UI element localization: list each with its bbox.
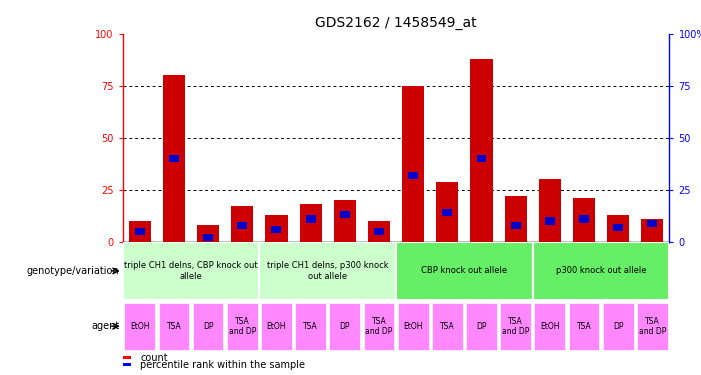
Text: agent: agent xyxy=(91,321,119,331)
Bar xyxy=(545,217,555,225)
Text: DP: DP xyxy=(339,322,350,331)
Text: p300 knock out allele: p300 knock out allele xyxy=(556,266,646,275)
Bar xyxy=(466,303,497,350)
Bar xyxy=(158,303,189,350)
Text: TSA
and DP: TSA and DP xyxy=(639,316,666,336)
Text: TSA
and DP: TSA and DP xyxy=(502,316,529,336)
Bar xyxy=(408,172,418,179)
Bar xyxy=(641,219,663,242)
Text: DP: DP xyxy=(203,322,213,331)
Bar xyxy=(306,215,315,223)
Bar xyxy=(261,303,292,350)
Bar xyxy=(266,215,287,242)
Bar xyxy=(470,59,493,242)
Bar xyxy=(579,215,589,223)
Bar xyxy=(533,242,669,300)
Bar xyxy=(539,180,561,242)
Text: percentile rank within the sample: percentile rank within the sample xyxy=(140,360,305,369)
Bar xyxy=(135,228,145,235)
Bar xyxy=(271,226,282,233)
Bar xyxy=(340,211,350,219)
Text: genotype/variation: genotype/variation xyxy=(27,266,119,276)
Bar xyxy=(197,225,219,242)
Text: EtOH: EtOH xyxy=(540,322,559,331)
Bar xyxy=(364,303,395,350)
Bar xyxy=(603,303,634,350)
Bar xyxy=(259,242,396,300)
Bar xyxy=(647,219,658,227)
Bar xyxy=(613,224,623,231)
Bar xyxy=(436,182,458,242)
Bar xyxy=(607,215,629,242)
Bar xyxy=(432,303,463,350)
Text: TSA: TSA xyxy=(440,322,455,331)
Text: TSA: TSA xyxy=(304,322,318,331)
Text: TSA
and DP: TSA and DP xyxy=(229,316,256,336)
Text: EtOH: EtOH xyxy=(266,322,286,331)
Bar xyxy=(169,155,179,162)
Text: EtOH: EtOH xyxy=(130,322,149,331)
Bar xyxy=(227,303,258,350)
Text: triple CH1 delns, CBP knock out
allele: triple CH1 delns, CBP knock out allele xyxy=(124,261,258,280)
Bar xyxy=(569,303,599,350)
Text: DP: DP xyxy=(613,322,623,331)
Title: GDS2162 / 1458549_at: GDS2162 / 1458549_at xyxy=(315,16,477,30)
Bar xyxy=(193,303,224,350)
Bar xyxy=(396,242,533,300)
Text: DP: DP xyxy=(476,322,486,331)
Text: TSA: TSA xyxy=(167,322,182,331)
Bar xyxy=(299,204,322,242)
Bar xyxy=(329,303,360,350)
Bar xyxy=(231,207,253,242)
Text: triple CH1 delns, p300 knock
out allele: triple CH1 delns, p300 knock out allele xyxy=(267,261,388,280)
Bar xyxy=(124,303,155,350)
Bar xyxy=(501,303,531,350)
Bar xyxy=(397,303,428,350)
Bar xyxy=(374,228,384,235)
Bar xyxy=(163,75,185,242)
Bar xyxy=(203,234,213,242)
Bar xyxy=(637,303,668,350)
Bar xyxy=(510,222,521,229)
Bar xyxy=(123,242,259,300)
Bar xyxy=(334,200,356,242)
Bar xyxy=(442,209,452,216)
Text: TSA: TSA xyxy=(577,322,592,331)
Bar xyxy=(534,303,565,350)
Bar xyxy=(402,86,424,242)
Bar xyxy=(129,221,151,242)
Text: EtOH: EtOH xyxy=(403,322,423,331)
Bar xyxy=(477,155,486,162)
Bar xyxy=(237,222,247,229)
Text: CBP knock out allele: CBP knock out allele xyxy=(421,266,508,275)
Bar xyxy=(295,303,326,350)
Text: TSA
and DP: TSA and DP xyxy=(365,316,393,336)
Bar xyxy=(368,221,390,242)
Text: count: count xyxy=(140,353,168,363)
Bar xyxy=(505,196,526,242)
Bar xyxy=(573,198,595,242)
